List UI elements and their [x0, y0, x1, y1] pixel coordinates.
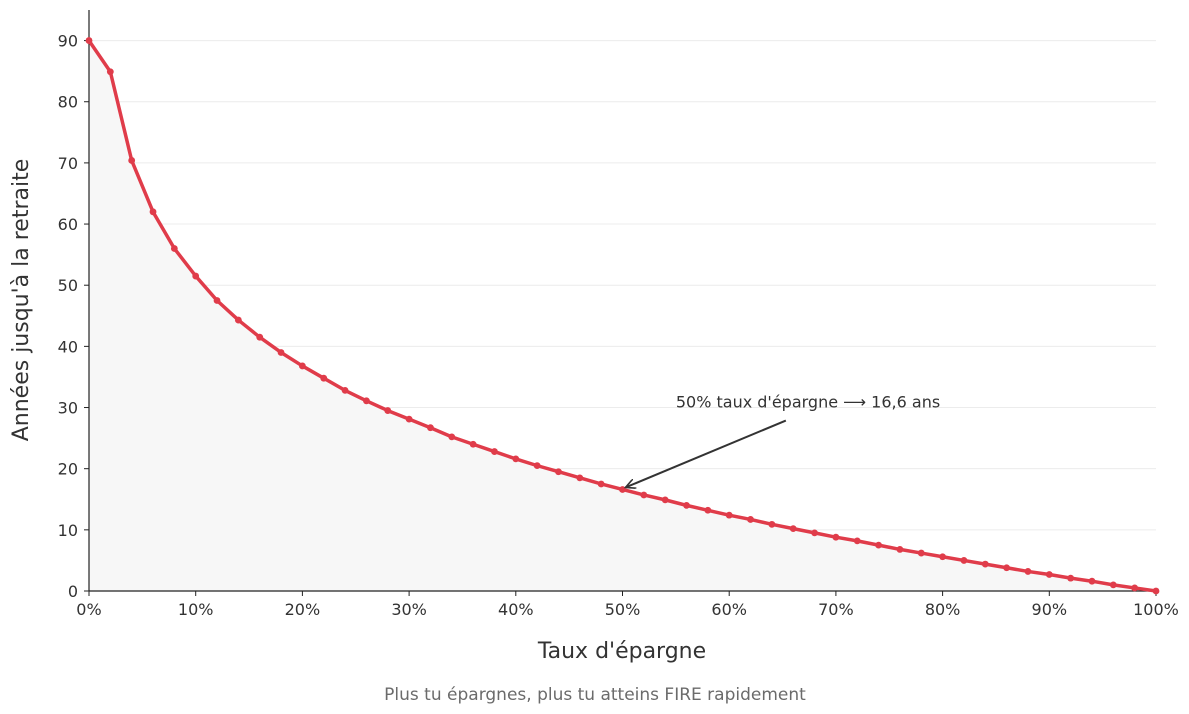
data-point	[341, 387, 349, 394]
data-point	[128, 157, 136, 164]
data-point	[576, 474, 584, 482]
data-point	[213, 297, 221, 304]
y-tick-label: 50	[58, 276, 78, 295]
data-point	[299, 362, 306, 370]
annotation-text: 50% taux d'épargne ⟶ 16,6 ans	[676, 393, 940, 412]
data-points	[85, 37, 1160, 595]
data-point	[469, 440, 477, 448]
data-point	[597, 480, 605, 488]
y-tick-label: 30	[58, 399, 78, 418]
data-point	[170, 245, 178, 252]
data-point	[896, 546, 904, 553]
x-axis-title: Taux d'épargne	[537, 639, 706, 664]
chart-caption: Plus tu épargnes, plus tu atteins FIRE r…	[384, 685, 806, 705]
y-axis-title: Années jusqu'à la retraite	[9, 159, 34, 442]
data-point	[725, 511, 733, 519]
x-tick-label: 40%	[498, 600, 534, 619]
data-point	[1045, 571, 1053, 578]
data-point	[1109, 581, 1117, 589]
data-point	[768, 520, 776, 528]
x-tick-label: 0%	[76, 600, 101, 619]
data-point	[1152, 587, 1160, 595]
data-point	[491, 448, 498, 455]
data-point	[512, 455, 520, 463]
data-point	[384, 407, 392, 414]
x-tick-label: 10%	[178, 600, 214, 619]
data-point	[106, 68, 114, 76]
data-point	[448, 433, 456, 441]
data-point	[789, 525, 797, 533]
axes	[84, 10, 1157, 596]
y-tick-label: 10	[58, 521, 78, 540]
data-point	[277, 349, 285, 356]
data-point	[960, 557, 968, 564]
data-point	[811, 529, 818, 537]
data-point	[234, 316, 242, 324]
data-point	[875, 541, 882, 549]
x-tick-label: 70%	[818, 600, 854, 619]
data-point	[832, 533, 840, 541]
area-fill-layer	[89, 40, 1156, 591]
area-fill	[89, 40, 1156, 591]
data-point	[981, 560, 989, 568]
y-tick-label: 0	[68, 582, 78, 601]
data-point	[917, 549, 925, 557]
data-point	[555, 468, 562, 476]
x-tick-label: 100%	[1133, 600, 1179, 619]
x-tick-label: 90%	[1032, 600, 1068, 619]
data-point	[427, 424, 434, 432]
data-point	[661, 496, 669, 504]
data-point	[1067, 574, 1075, 582]
annotation: 50% taux d'épargne ⟶ 16,6 ans	[626, 393, 940, 488]
y-tick-label: 20	[58, 460, 78, 479]
data-point	[747, 516, 754, 523]
data-point	[363, 397, 370, 405]
x-tick-label: 30%	[391, 600, 427, 619]
x-tick-label: 80%	[925, 600, 961, 619]
annotation-arrow	[626, 419, 787, 488]
y-tick-label: 70	[58, 154, 78, 173]
x-tick-label: 50%	[605, 600, 641, 619]
data-point	[320, 374, 328, 382]
data-point	[1088, 577, 1096, 585]
y-tick-label: 60	[58, 215, 78, 234]
data-point	[533, 462, 541, 470]
tick-labels: 0% 10% 20% 30% 40% 50% 60% 70% 80% 90% 100% 0 10 20 30…	[58, 32, 1179, 619]
data-point	[405, 415, 413, 423]
data-point	[192, 272, 200, 280]
data-point	[939, 553, 946, 561]
y-tick-label: 90	[58, 32, 78, 51]
data-point	[704, 506, 712, 514]
y-tick-label: 80	[58, 93, 78, 112]
data-point	[683, 501, 690, 509]
x-tick-label: 20%	[285, 600, 321, 619]
data-point	[853, 537, 861, 545]
x-tick-label: 60%	[711, 600, 747, 619]
data-point	[85, 37, 93, 44]
y-tick-label: 40	[58, 337, 78, 356]
data-point	[1024, 568, 1032, 575]
data-point	[1003, 564, 1011, 572]
data-point	[619, 486, 626, 493]
data-point	[1131, 584, 1139, 592]
data-point	[256, 333, 264, 341]
data-point	[149, 208, 157, 216]
data-point	[640, 491, 648, 499]
